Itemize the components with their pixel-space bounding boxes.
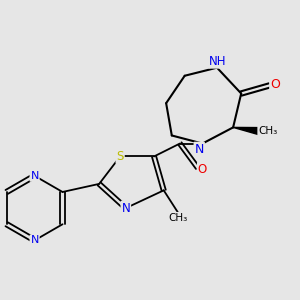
- Text: NH: NH: [209, 55, 226, 68]
- Text: O: O: [198, 163, 207, 176]
- Text: O: O: [270, 78, 280, 91]
- Text: N: N: [122, 202, 130, 214]
- Polygon shape: [233, 128, 262, 135]
- Text: N: N: [194, 143, 204, 156]
- Text: CH₃: CH₃: [169, 213, 188, 223]
- Text: S: S: [116, 150, 124, 163]
- Text: N: N: [30, 236, 39, 245]
- Text: CH₃: CH₃: [258, 126, 278, 136]
- Text: N: N: [30, 171, 39, 181]
